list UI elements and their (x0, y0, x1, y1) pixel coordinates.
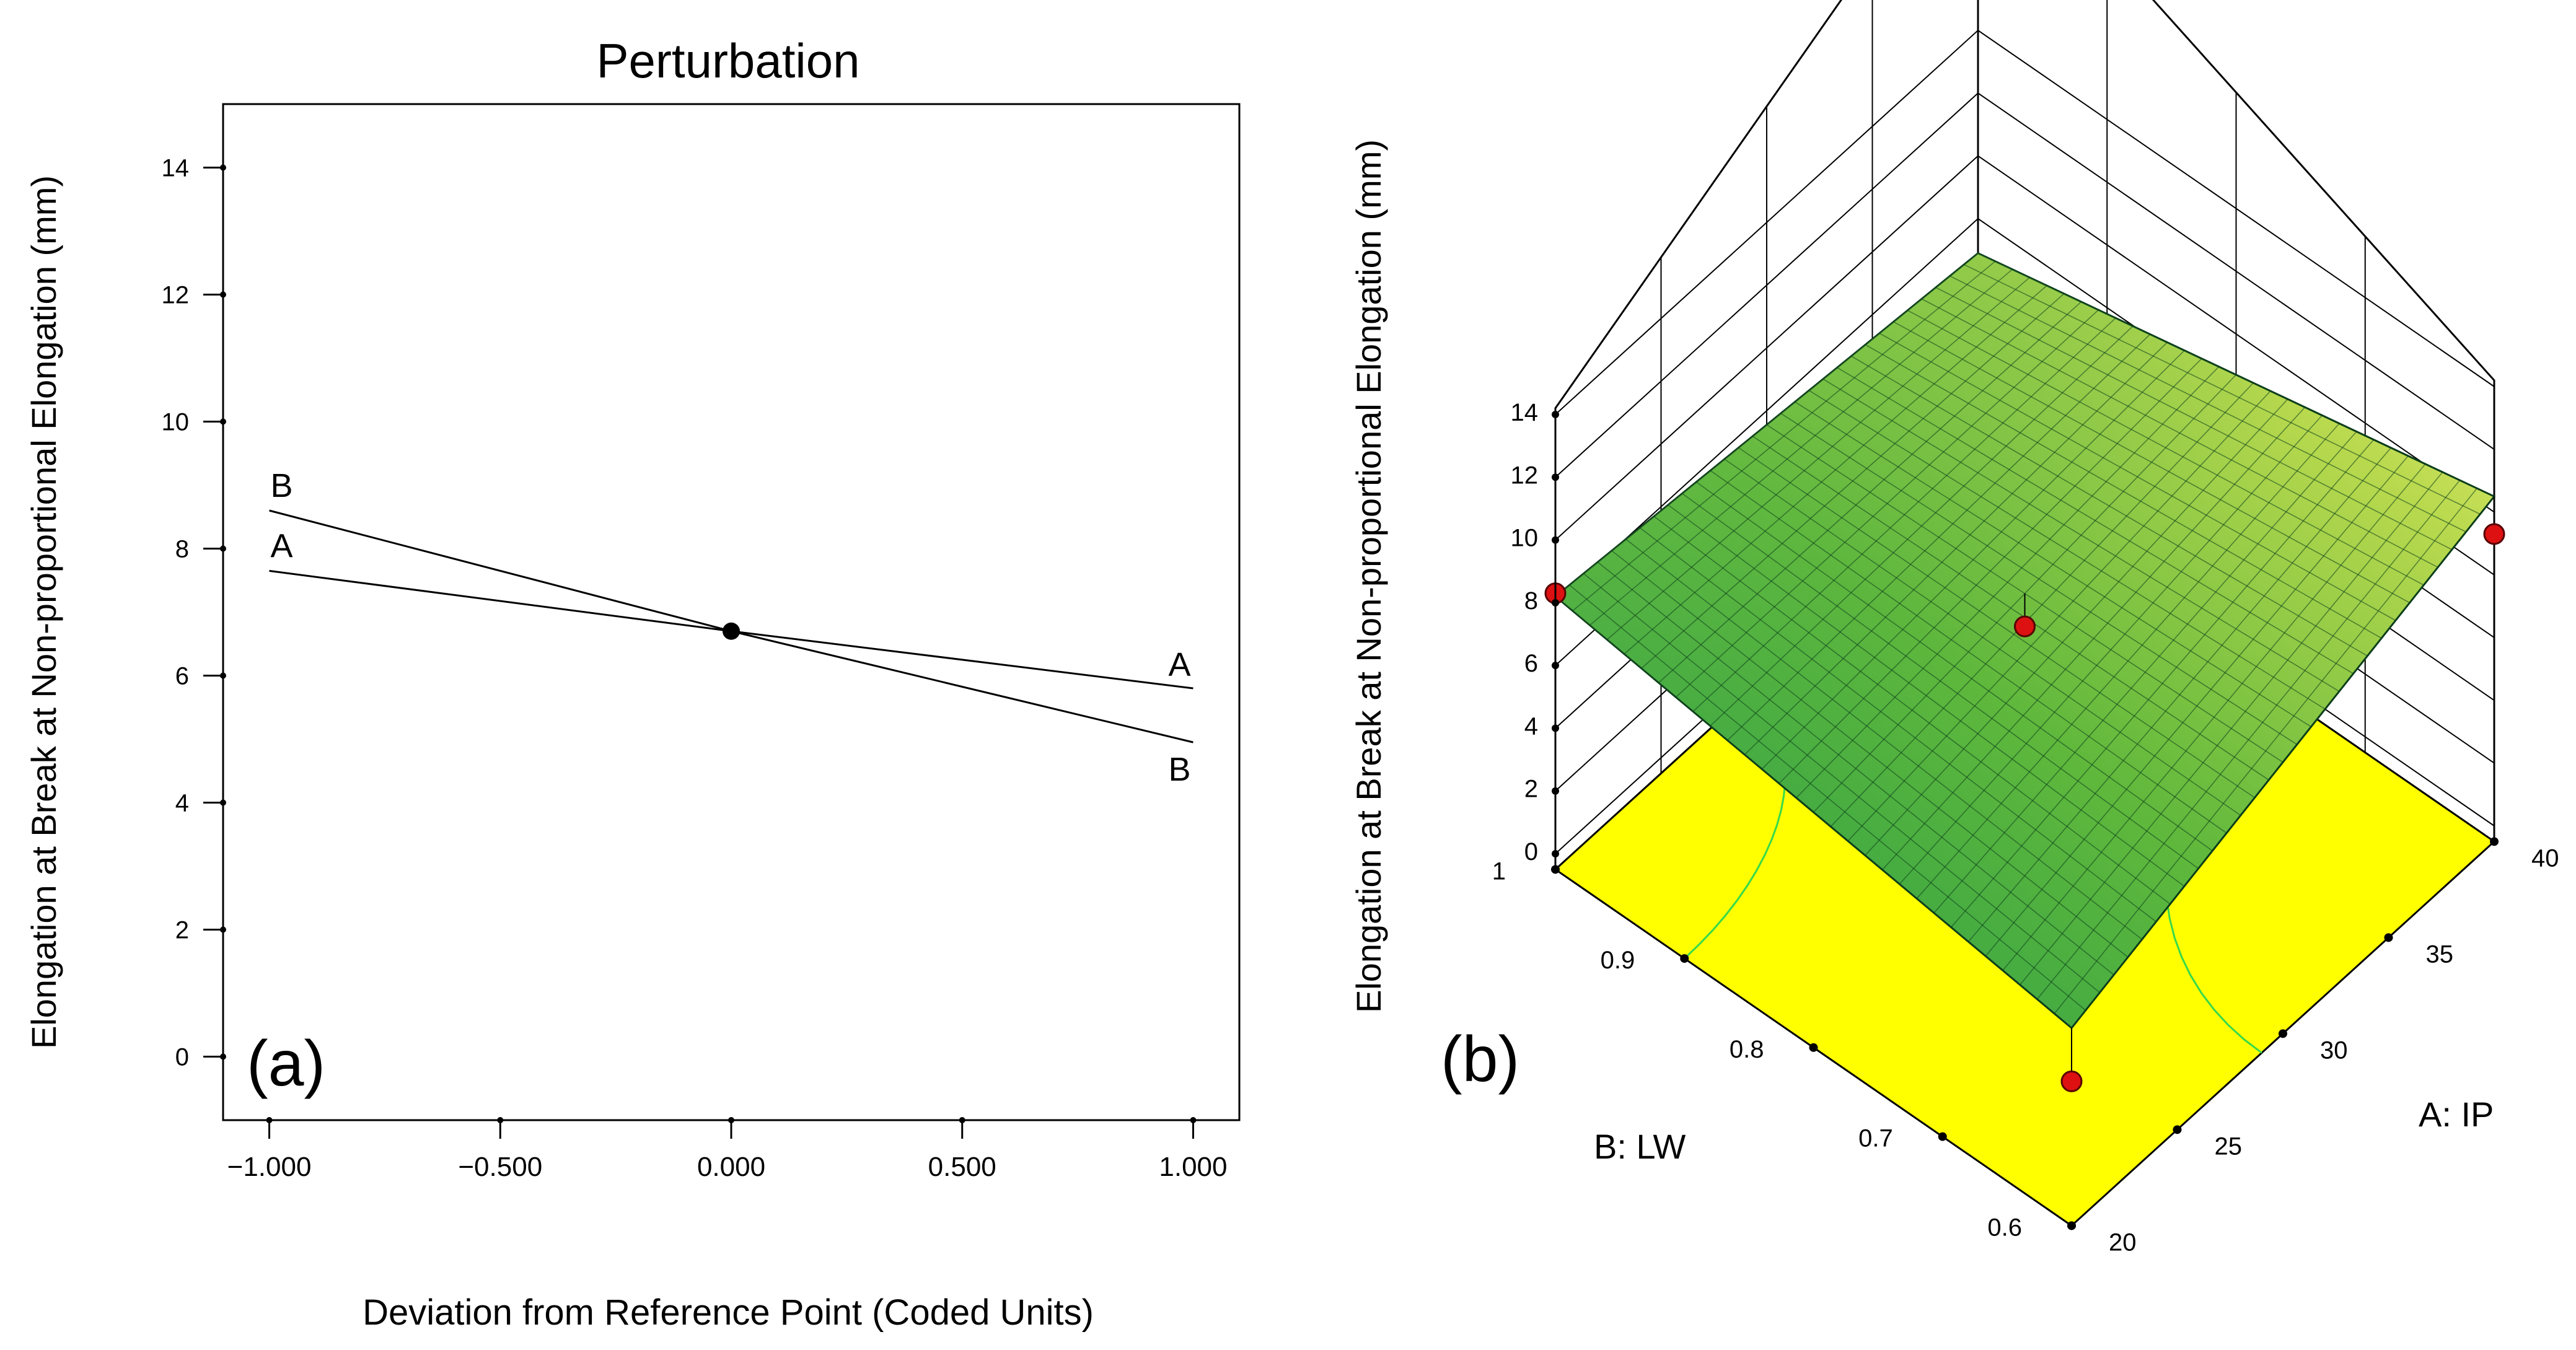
b-tick-label: 0.8 (1730, 1036, 1764, 1063)
x-tick-label: 0.500 (928, 1152, 996, 1182)
panel-label-b: (b) (1441, 1023, 1519, 1095)
surface-mesh-line (1624, 285, 2047, 655)
x-tick-label: 1.000 (1159, 1152, 1227, 1182)
perturbation-panel: Perturbation 0 2 4 6 8 10 12 14 −1.000 −0.500 0.0… (24, 33, 1241, 1333)
b-tick-dot (1551, 865, 1560, 874)
design-point (2060, 1070, 2083, 1092)
surface-mesh-line (1572, 261, 1996, 611)
b-tick-label: 0.9 (1601, 947, 1635, 974)
y-tick-label: 6 (175, 663, 189, 690)
z-tick-label: 14 (1511, 399, 1539, 426)
z-tick-dot (1552, 662, 1559, 670)
y-tick-dot (220, 1053, 226, 1060)
z-tick-label: 8 (1524, 587, 1538, 615)
design-point (2014, 615, 2036, 638)
y-tick-label: 10 (162, 409, 190, 436)
surface-mesh-line (1641, 293, 2065, 669)
b-tick-dot (1938, 1132, 1947, 1141)
design-point (2483, 523, 2505, 545)
surface-axes: 0 2 4 6 8 10 12 14 0.6 0.7 0.8 0.9 1 20 25 30 35 40 (1492, 399, 2559, 1256)
surface-shading (1555, 253, 2494, 1028)
series-a-start-label: A (271, 527, 293, 564)
x-tick-dot (728, 1117, 734, 1123)
a-tick-dot (2067, 1221, 2076, 1230)
plot-frame (222, 103, 1241, 1121)
z-tick-label: 0 (1524, 838, 1538, 866)
x-tick-dot (959, 1117, 965, 1123)
z-tick-label: 6 (1524, 650, 1538, 677)
b-tick-dot (1809, 1043, 1818, 1052)
a-tick-dot (2279, 1029, 2287, 1038)
perturbation-title: Perturbation (597, 33, 860, 88)
z-tick-dot (1552, 850, 1559, 857)
z-tick-dot (1552, 787, 1559, 795)
a-tick-label: 30 (2320, 1037, 2348, 1064)
a-tick-label: 25 (2215, 1133, 2243, 1160)
x-tick-dot (266, 1117, 273, 1123)
b-tick-dot (1680, 954, 1689, 963)
y-tick-label: 12 (162, 282, 190, 309)
a-tick-dot (2384, 933, 2393, 942)
x-tick-dot (497, 1117, 504, 1123)
z-tick-label: 2 (1524, 776, 1538, 803)
b-tick-label: 0.7 (1858, 1125, 1893, 1152)
surface-panel: 0 2 4 6 8 10 12 14 0.6 0.7 0.8 0.9 1 20 25 30 35 40 Elong… (1349, 0, 2559, 1256)
z-tick-label: 12 (1511, 462, 1539, 489)
z-tick-dot (1552, 536, 1559, 544)
series-a-end-label: A (1168, 646, 1190, 683)
z-tick-dot (1552, 598, 1559, 607)
y-tick-label: 8 (175, 536, 189, 563)
x-axis-label: Deviation from Reference Point (Coded Un… (363, 1292, 1094, 1333)
axis-label-a-ip: A: IP (2419, 1095, 2494, 1134)
surface-mesh-line (1963, 264, 2481, 515)
y-tick-dot (220, 418, 226, 425)
y-tick-label: 2 (175, 917, 189, 944)
design-points (1544, 496, 2505, 1092)
z-tick-dot (1552, 724, 1559, 732)
y-tick-dot (220, 926, 226, 933)
y-tick-dot (220, 291, 226, 298)
y-tick-dot (220, 672, 226, 679)
x-axis: −1.000 −0.500 0.000 0.500 1.000 (227, 1117, 1228, 1182)
x-tick-label: −1.000 (227, 1152, 312, 1182)
a-tick-dot (2490, 837, 2499, 846)
z-axis-label: Elongation at Break at Non-proportional … (1349, 139, 1388, 1013)
surface-mesh-line (1606, 277, 2030, 641)
z-tick-dot (1552, 473, 1559, 481)
surface-mesh-line (1921, 298, 2438, 568)
y-tick-dot (220, 164, 226, 171)
series-b-end-label: B (1168, 751, 1190, 788)
axis-label-b-lw: B: LW (1594, 1127, 1686, 1166)
y-tick-dot (220, 545, 226, 552)
surface-mesh-line (1589, 269, 2013, 626)
a-tick-label: 40 (2531, 844, 2559, 872)
y-tick-label: 14 (162, 155, 190, 182)
x-tick-label: −0.500 (458, 1152, 542, 1182)
y-axis-label: Elongation at Break at Non-proportional … (24, 175, 63, 1049)
surface-mesh-line (1935, 287, 2453, 550)
y-tick-label: 4 (175, 790, 189, 817)
b-tick-label: 1 (1492, 857, 1506, 885)
surface-mesh-line (1950, 275, 2466, 533)
y-tick-dot (220, 799, 226, 806)
a-tick-label: 35 (2426, 940, 2454, 968)
a-tick-label: 20 (2109, 1229, 2137, 1256)
y-axis: 0 2 4 6 8 10 12 14 (162, 155, 226, 1071)
surface-mesh-line (1977, 252, 2495, 497)
b-tick-label: 0.6 (1987, 1214, 2022, 1241)
series-b-start-label: B (271, 467, 293, 504)
surface-mesh-line (1555, 252, 1979, 597)
panel-label-a: (a) (247, 1028, 325, 1100)
z-tick-label: 10 (1511, 525, 1539, 552)
x-tick-dot (1190, 1117, 1197, 1123)
z-tick-label: 4 (1524, 712, 1538, 740)
y-tick-label: 0 (175, 1044, 189, 1071)
a-tick-dot (2173, 1125, 2182, 1134)
x-tick-label: 0.000 (697, 1152, 765, 1182)
reference-point (723, 622, 740, 640)
z-tick-dot (1552, 411, 1559, 418)
